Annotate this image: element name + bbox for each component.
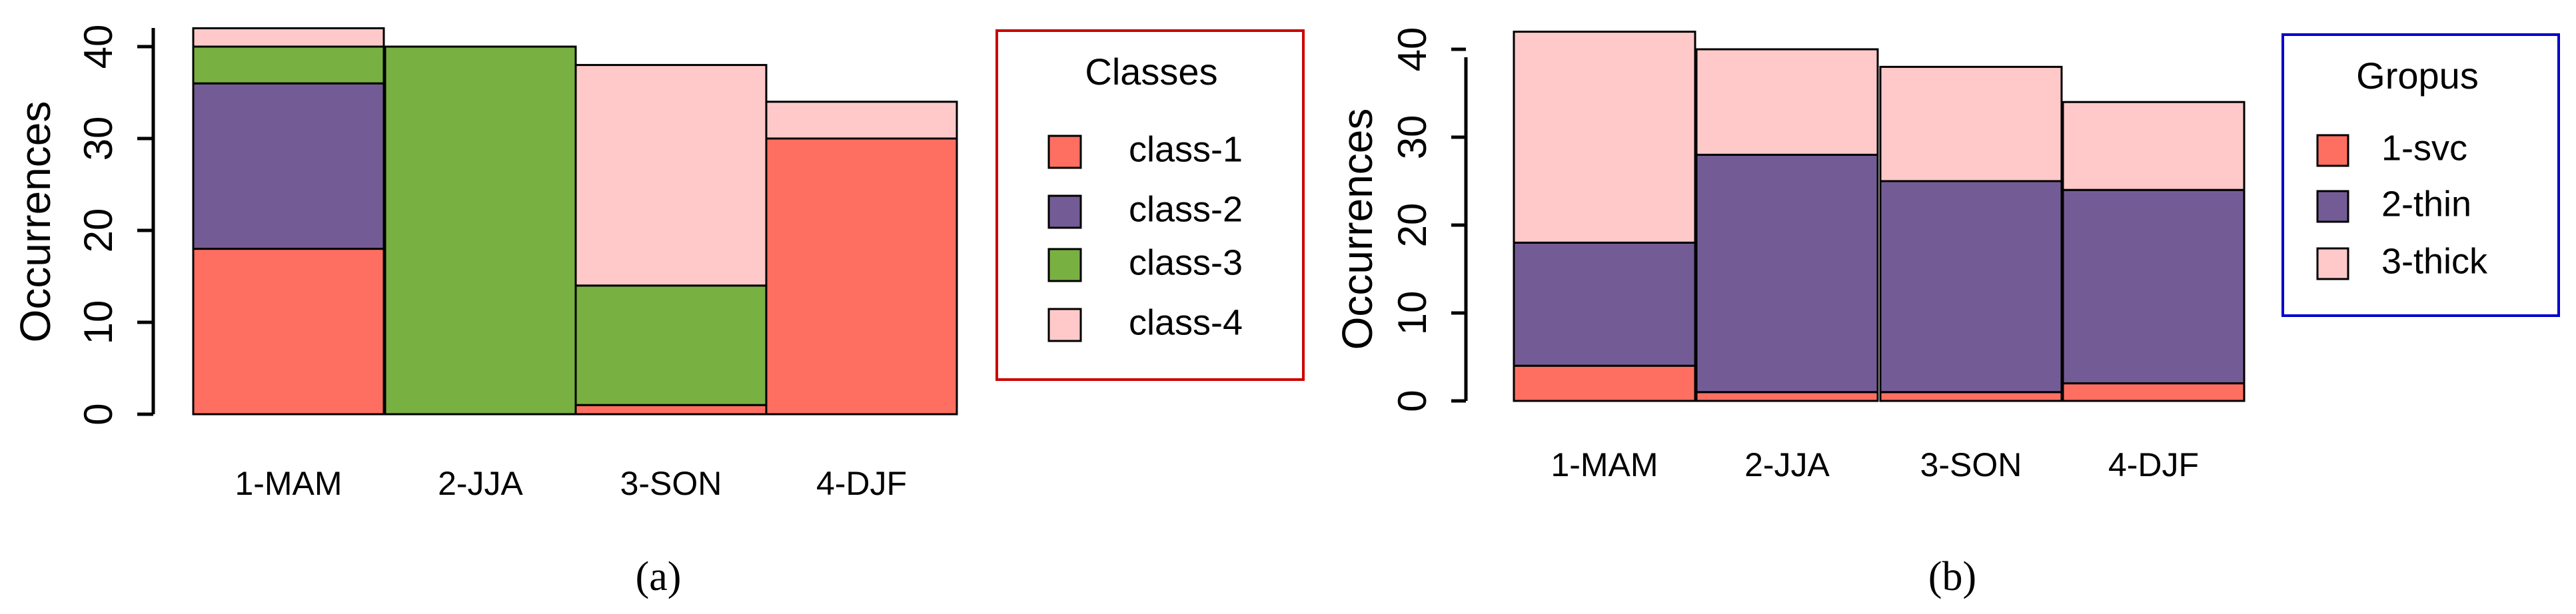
legend-b: Gropus 1-svc 2-thin 3-thick bbox=[2281, 33, 2560, 317]
y-tick-label-0: 0 bbox=[76, 403, 121, 425]
y-tick-label-20: 20 bbox=[1390, 203, 1435, 248]
x-tick-labels-a: 1-MAM 2-JJA 3-SON 4-DJF bbox=[235, 465, 907, 502]
y-axis-title-a: Occurrences bbox=[11, 101, 59, 343]
legend-title-b: Gropus bbox=[2356, 55, 2479, 97]
bars-a bbox=[192, 27, 958, 416]
bar-3-thick-4-DJF bbox=[2062, 101, 2246, 191]
bar-1-svc-3-SON bbox=[1879, 391, 2063, 402]
chart-panel-b: 0 10 20 30 40 Occurrences 1-MAM 2-JJA 3-SON 4-D… bbox=[1333, 27, 2560, 599]
bar-1-svc-4-DJF bbox=[2062, 382, 2246, 402]
bar-class-3-1-MAM bbox=[192, 45, 385, 85]
x-tick-label-4-DJF: 4-DJF bbox=[816, 465, 907, 502]
legend-swatch-class-3 bbox=[1047, 248, 1082, 282]
y-ticks-b: 0 10 20 30 40 bbox=[1390, 27, 1466, 412]
y-ticks-a: 0 10 20 30 40 bbox=[76, 25, 153, 426]
y-axis-title-b: Occurrences bbox=[1333, 109, 1381, 350]
bar-2-thin-2-JJA bbox=[1695, 153, 1879, 394]
y-tick-label-30: 30 bbox=[76, 117, 121, 161]
x-tick-label-2-JJA: 2-JJA bbox=[1744, 446, 1830, 483]
chart-panel-a: 0 10 20 30 40 Occurrences 1-MAM 2-JJA 3-SON 4-D… bbox=[11, 25, 1305, 599]
bar-class-4-4-DJF bbox=[765, 101, 958, 140]
bar-2-thin-1-MAM bbox=[1513, 241, 1696, 367]
x-tick-label-2-JJA: 2-JJA bbox=[438, 465, 523, 502]
legend-label-2-thin: 2-thin bbox=[2381, 184, 2471, 224]
legend-swatch-2-thin bbox=[2316, 190, 2349, 223]
y-tick-label-10: 10 bbox=[76, 300, 121, 345]
bars-b bbox=[1513, 31, 2246, 402]
y-tick-label-20: 20 bbox=[76, 208, 121, 253]
x-tick-label-1-MAM: 1-MAM bbox=[1551, 446, 1658, 483]
legend-swatch-class-2 bbox=[1047, 194, 1082, 229]
x-tick-label-3-SON: 3-SON bbox=[620, 465, 722, 502]
x-tick-label-4-DJF: 4-DJF bbox=[2108, 446, 2199, 483]
legend-label-1-svc: 1-svc bbox=[2381, 128, 2467, 168]
bar-3-thick-1-MAM bbox=[1513, 31, 1696, 244]
legend-label-class-2: class-2 bbox=[1129, 189, 1243, 229]
legend-swatch-class-4 bbox=[1047, 308, 1082, 342]
legend-label-class-1: class-1 bbox=[1129, 129, 1243, 169]
y-tick-label-0: 0 bbox=[1390, 390, 1435, 412]
bar-class-1-4-DJF bbox=[765, 137, 958, 416]
bar-3-thick-2-JJA bbox=[1695, 48, 1879, 156]
bar-class-3-3-SON bbox=[574, 284, 768, 406]
y-tick-label-30: 30 bbox=[1390, 115, 1435, 160]
panel-caption-b: (b) bbox=[1928, 554, 1976, 599]
x-tick-label-3-SON: 3-SON bbox=[1920, 446, 2022, 483]
bar-1-svc-1-MAM bbox=[1513, 364, 1696, 402]
legend-label-class-4: class-4 bbox=[1129, 302, 1243, 342]
y-tick-label-10: 10 bbox=[1390, 291, 1435, 336]
legend-entries-b: 1-svc 2-thin 3-thick bbox=[2316, 128, 2488, 281]
legend-entries-a: class-1 class-2 class-3 class-4 bbox=[1047, 129, 1243, 342]
bar-3-thick-3-SON bbox=[1879, 65, 2063, 182]
legend-title-a: Classes bbox=[1085, 51, 1217, 93]
legend-label-3-thick: 3-thick bbox=[2381, 241, 2488, 281]
bar-class-4-3-SON bbox=[574, 64, 768, 287]
panel-caption-a: (a) bbox=[636, 554, 682, 599]
bar-2-thin-3-SON bbox=[1879, 180, 2063, 394]
bar-1-svc-2-JJA bbox=[1695, 391, 1879, 402]
y-tick-label-40: 40 bbox=[76, 25, 121, 69]
bar-class-3-2-JJA bbox=[384, 45, 577, 416]
legend-swatch-3-thick bbox=[2316, 247, 2349, 280]
legend-swatch-class-1 bbox=[1047, 135, 1082, 169]
bar-2-thin-4-DJF bbox=[2062, 188, 2246, 385]
legend-a: Classes class-1 class-2 class-3 class-4 bbox=[995, 29, 1305, 381]
x-tick-labels-b: 1-MAM 2-JJA 3-SON 4-DJF bbox=[1551, 446, 2199, 483]
bar-class-1-3-SON bbox=[574, 404, 768, 416]
x-tick-label-1-MAM: 1-MAM bbox=[235, 465, 342, 502]
bar-class-2-1-MAM bbox=[192, 82, 385, 250]
bar-class-1-1-MAM bbox=[192, 248, 385, 416]
y-tick-label-40: 40 bbox=[1390, 27, 1435, 72]
legend-label-class-3: class-3 bbox=[1129, 242, 1243, 282]
legend-swatch-1-svc bbox=[2316, 134, 2349, 167]
bar-class-4-1-MAM bbox=[192, 27, 385, 48]
